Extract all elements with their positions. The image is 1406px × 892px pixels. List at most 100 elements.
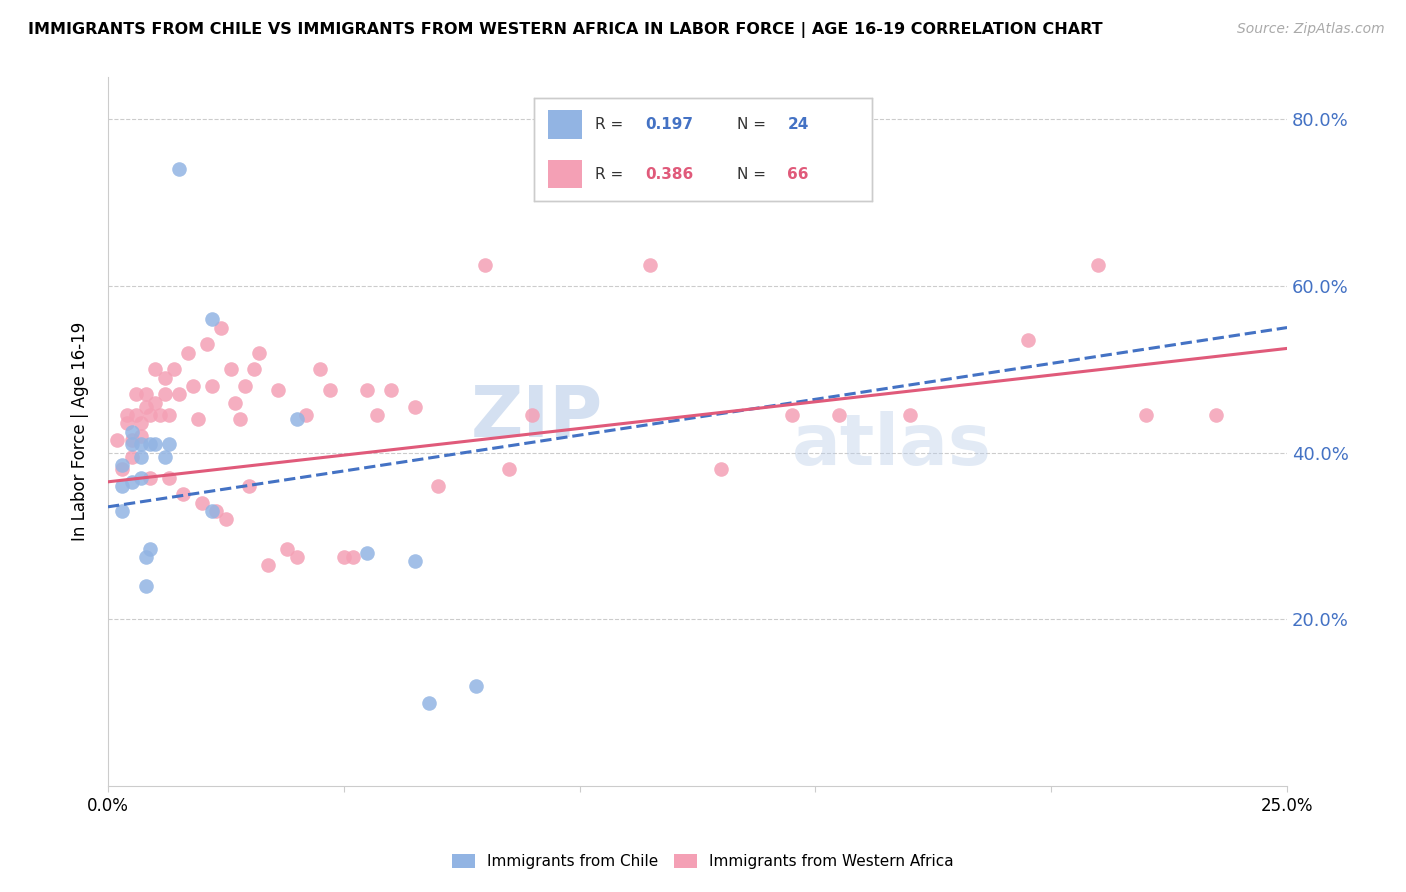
Point xyxy=(238,479,260,493)
Point xyxy=(107,433,129,447)
Point xyxy=(318,383,340,397)
Point xyxy=(498,462,520,476)
Point xyxy=(356,383,378,397)
Point xyxy=(139,470,162,484)
Point xyxy=(167,387,190,401)
Point xyxy=(153,450,176,464)
Point xyxy=(143,437,166,451)
Point xyxy=(129,470,152,484)
Point xyxy=(177,345,200,359)
Point xyxy=(1017,333,1039,347)
Point xyxy=(710,462,733,476)
Point xyxy=(167,162,190,177)
Point xyxy=(201,312,224,326)
Text: N =: N = xyxy=(737,167,770,182)
Point xyxy=(129,429,152,443)
Y-axis label: In Labor Force | Age 16-19: In Labor Force | Age 16-19 xyxy=(72,322,89,541)
Point xyxy=(153,387,176,401)
Point xyxy=(380,383,402,397)
Point xyxy=(522,408,544,422)
Point xyxy=(640,258,662,272)
Point xyxy=(201,504,224,518)
Point xyxy=(125,408,148,422)
Point xyxy=(135,549,157,564)
Point xyxy=(464,679,486,693)
Text: IMMIGRANTS FROM CHILE VS IMMIGRANTS FROM WESTERN AFRICA IN LABOR FORCE | AGE 16-: IMMIGRANTS FROM CHILE VS IMMIGRANTS FROM… xyxy=(28,22,1102,38)
Point xyxy=(157,408,180,422)
Point xyxy=(1087,258,1109,272)
Point xyxy=(121,437,143,451)
Point xyxy=(191,496,214,510)
Point xyxy=(135,387,157,401)
Point xyxy=(267,383,290,397)
Point xyxy=(121,425,143,439)
Point xyxy=(219,362,242,376)
Point xyxy=(129,450,152,464)
Point xyxy=(209,320,232,334)
Point xyxy=(143,362,166,376)
Text: Source: ZipAtlas.com: Source: ZipAtlas.com xyxy=(1237,22,1385,37)
Point xyxy=(139,541,162,556)
Point xyxy=(233,379,256,393)
Bar xyxy=(548,160,582,188)
Text: ZIP: ZIP xyxy=(471,384,603,452)
Point xyxy=(149,408,172,422)
Point xyxy=(356,546,378,560)
Point xyxy=(129,437,152,451)
Point xyxy=(139,437,162,451)
Point xyxy=(135,400,157,414)
Text: 24: 24 xyxy=(787,117,808,132)
Point xyxy=(205,504,228,518)
Point xyxy=(121,433,143,447)
Point xyxy=(115,408,138,422)
Point xyxy=(404,554,426,568)
Point xyxy=(247,345,270,359)
Point xyxy=(229,412,252,426)
Point xyxy=(418,696,440,710)
Point xyxy=(780,408,803,422)
Legend: Immigrants from Chile, Immigrants from Western Africa: Immigrants from Chile, Immigrants from W… xyxy=(446,848,960,875)
Point xyxy=(309,362,332,376)
Point xyxy=(342,549,364,564)
Point xyxy=(215,512,238,526)
Point xyxy=(111,504,134,518)
Point xyxy=(139,408,162,422)
Point xyxy=(181,379,204,393)
Point xyxy=(333,549,356,564)
Point xyxy=(276,541,298,556)
Point xyxy=(224,395,246,409)
Point xyxy=(111,479,134,493)
Point xyxy=(295,408,318,422)
Point xyxy=(121,450,143,464)
Point xyxy=(366,408,388,422)
Text: R =: R = xyxy=(595,167,628,182)
Point xyxy=(157,470,180,484)
Bar xyxy=(548,111,582,139)
Point xyxy=(243,362,266,376)
Text: 0.197: 0.197 xyxy=(645,117,693,132)
Point xyxy=(898,408,921,422)
Point xyxy=(187,412,209,426)
Point xyxy=(125,387,148,401)
Point xyxy=(157,437,180,451)
Point xyxy=(111,458,134,472)
Point xyxy=(285,412,308,426)
Point xyxy=(257,558,280,573)
Point xyxy=(135,579,157,593)
Point xyxy=(195,337,218,351)
Point xyxy=(404,400,426,414)
Point xyxy=(143,395,166,409)
Point xyxy=(285,549,308,564)
Text: N =: N = xyxy=(737,117,770,132)
Point xyxy=(153,370,176,384)
Point xyxy=(474,258,496,272)
Point xyxy=(427,479,450,493)
Point xyxy=(828,408,851,422)
Point xyxy=(163,362,186,376)
Point xyxy=(201,379,224,393)
Point xyxy=(1135,408,1157,422)
Point xyxy=(121,475,143,489)
Point xyxy=(115,417,138,431)
Text: atlas: atlas xyxy=(792,411,991,481)
Text: R =: R = xyxy=(595,117,628,132)
